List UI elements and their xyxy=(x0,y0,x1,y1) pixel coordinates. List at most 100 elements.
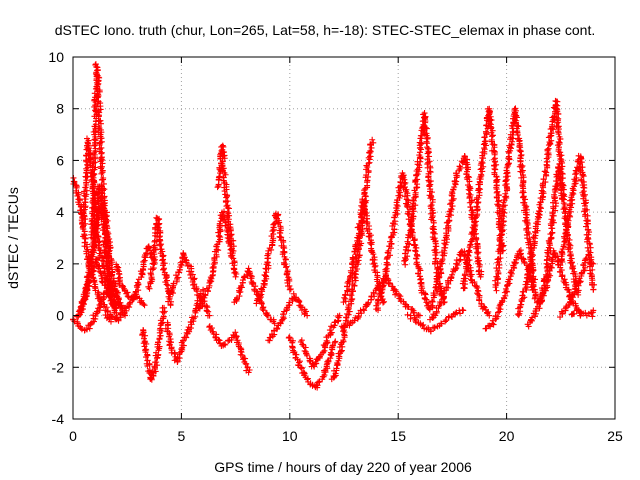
data-point xyxy=(372,262,379,269)
data-point xyxy=(343,314,350,321)
data-point xyxy=(95,239,102,246)
data-point xyxy=(425,159,432,166)
data-point xyxy=(146,244,153,251)
data-point xyxy=(531,286,538,293)
data-point xyxy=(141,343,148,350)
data-point xyxy=(463,260,470,267)
data-point xyxy=(488,117,495,124)
data-point xyxy=(581,208,588,215)
data-point xyxy=(418,140,425,147)
data-point xyxy=(396,187,403,194)
data-point xyxy=(577,278,584,285)
data-point xyxy=(497,231,504,238)
data-point xyxy=(104,308,111,315)
data-point xyxy=(240,356,247,363)
data-series xyxy=(113,243,157,303)
data-point xyxy=(472,222,479,229)
data-point xyxy=(582,223,589,230)
data-point xyxy=(403,203,410,210)
data-point xyxy=(590,286,597,293)
data-point xyxy=(82,173,89,180)
data-point xyxy=(76,307,83,314)
data-point xyxy=(412,242,419,249)
data-point xyxy=(84,280,91,287)
data-point xyxy=(84,326,91,333)
data-point xyxy=(522,196,529,203)
data-series xyxy=(557,152,598,293)
data-point xyxy=(340,324,347,331)
data-point xyxy=(185,324,192,331)
data-point xyxy=(259,304,266,311)
data-point xyxy=(544,146,551,153)
data-point xyxy=(499,222,506,229)
data-point xyxy=(401,193,408,200)
data-series xyxy=(265,290,311,344)
data-point xyxy=(90,204,97,211)
data-point xyxy=(179,337,186,344)
data-point xyxy=(531,295,538,302)
data-point xyxy=(465,173,472,180)
data-point xyxy=(436,299,443,305)
data-point xyxy=(449,271,456,278)
data-point xyxy=(546,239,553,246)
data-point xyxy=(217,234,224,241)
data-series xyxy=(568,307,597,320)
data-point xyxy=(238,349,245,356)
data-point xyxy=(450,266,457,273)
data-point xyxy=(173,272,180,279)
data-point xyxy=(578,155,585,162)
data-series xyxy=(206,323,253,376)
data-point xyxy=(100,221,107,228)
data-point xyxy=(390,287,397,294)
data-point xyxy=(98,257,105,264)
data-point xyxy=(258,291,265,298)
data-point xyxy=(562,305,569,312)
data-series xyxy=(373,170,432,314)
data-point xyxy=(562,230,569,237)
data-point xyxy=(552,254,559,261)
data-point xyxy=(446,217,453,224)
data-point xyxy=(298,307,305,314)
data-point xyxy=(331,373,338,380)
data-point xyxy=(516,147,523,154)
data-point xyxy=(378,290,385,297)
data-point xyxy=(141,302,148,309)
data-point xyxy=(493,273,500,280)
data-point xyxy=(457,310,464,317)
data-point xyxy=(140,340,147,347)
data-point xyxy=(237,282,244,289)
data-point xyxy=(97,304,104,311)
data-point xyxy=(560,233,567,240)
data-point xyxy=(402,188,409,195)
data-point xyxy=(282,256,289,263)
data-point xyxy=(149,276,156,283)
data-point xyxy=(178,262,185,269)
y-tick-label: 6 xyxy=(56,152,64,168)
data-point xyxy=(287,286,294,293)
data-point xyxy=(567,252,574,259)
data-series xyxy=(139,304,168,383)
data-point xyxy=(100,303,107,310)
data-point xyxy=(422,119,429,126)
data-point xyxy=(99,278,106,285)
data-series xyxy=(231,265,278,327)
data-point xyxy=(77,324,84,331)
data-point xyxy=(433,255,440,262)
data-point xyxy=(232,273,239,280)
data-point xyxy=(566,241,573,248)
data-point xyxy=(523,219,530,226)
data-point xyxy=(461,278,468,285)
data-point xyxy=(221,208,228,215)
data-point xyxy=(121,288,128,295)
data-point xyxy=(557,314,564,321)
data-point xyxy=(433,243,440,250)
data-point xyxy=(492,166,499,173)
data-point xyxy=(469,206,476,213)
data-point xyxy=(521,258,528,265)
data-point xyxy=(286,334,293,341)
data-point xyxy=(82,184,89,191)
chart-title: dSTEC Iono. truth (chur, Lon=265, Lat=58… xyxy=(55,22,595,38)
data-point xyxy=(580,267,587,274)
data-point xyxy=(73,184,80,191)
